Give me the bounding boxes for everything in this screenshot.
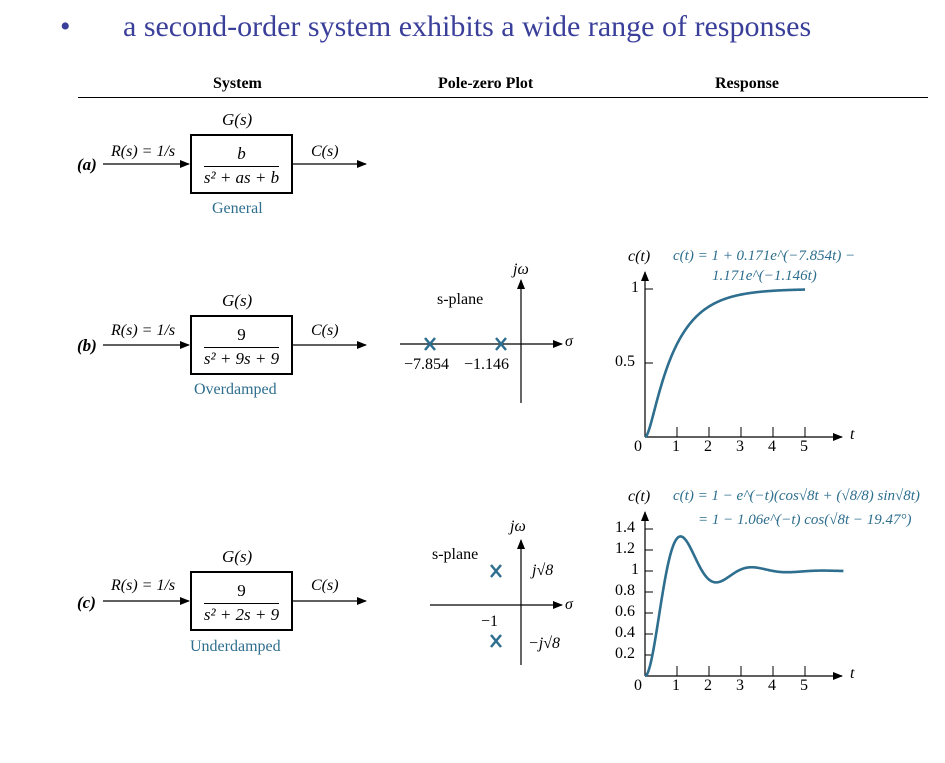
caption-b: Overdamped	[194, 381, 277, 398]
x-tick-label: 4	[768, 438, 776, 455]
x-tick-label: 1	[672, 677, 680, 694]
column-header-system: System	[213, 75, 262, 92]
response-xlabel-b: t	[850, 426, 855, 443]
y-tick-label: 1	[631, 561, 639, 578]
row-label-b: (b)	[77, 336, 97, 355]
numerator-b: 9	[237, 325, 246, 344]
pole-marker-c-lower	[490, 634, 502, 648]
input-label-c: R(s) = 1/s	[111, 577, 176, 594]
y-tick-label: 0.8	[615, 582, 635, 599]
row-label-a: (a)	[77, 155, 97, 174]
transfer-function-label-a: G(s)	[222, 110, 253, 129]
x-tick-label: 1	[672, 438, 680, 455]
output-label-b: C(s)	[311, 322, 339, 339]
y-tick-label: 1.2	[615, 540, 635, 557]
row-label-c: (c)	[77, 593, 96, 612]
denominator-c: s² + 2s + 9	[203, 605, 280, 624]
column-header-pole-zero: Pole-zero Plot	[438, 75, 534, 92]
pole-marker-c-upper	[490, 564, 502, 578]
pole-value-label-b-2: −1.146	[464, 356, 510, 373]
header-rule	[78, 97, 928, 98]
pole-value-label-b-1: −7.854	[404, 356, 450, 373]
jw-axis-label-b: jω	[513, 261, 529, 278]
y-tick-label: 0.5	[615, 353, 635, 370]
transfer-function-label-c: G(s)	[222, 547, 253, 566]
denominator-b: s² + 9s + 9	[203, 349, 280, 368]
output-label-c: C(s)	[311, 577, 339, 594]
response-tickmarks-c	[645, 528, 806, 676]
jw-axis-label-c: jω	[510, 518, 526, 535]
output-label-a: C(s)	[311, 143, 339, 160]
response-xlabel-c: t	[850, 665, 855, 682]
denominator-a: s² + as + b	[203, 168, 280, 187]
fraction-line-c	[204, 603, 279, 604]
x-tick-label: 2	[704, 677, 712, 694]
response-tickmarks-b	[645, 288, 806, 437]
s-plane-label-b: s-plane	[437, 291, 484, 308]
x-tick-label: 4	[768, 677, 776, 694]
input-label-b: R(s) = 1/s	[111, 322, 176, 339]
x-tick-label: 2	[704, 438, 712, 455]
pos-imag-label-c: j√8	[532, 562, 554, 579]
y-tick-label: 1.4	[615, 519, 635, 536]
system-block-c: 9 s² + 2s + 9	[190, 571, 293, 631]
title-text: a second-order system exhibits a wide ra…	[123, 10, 812, 43]
response-equation-c-2: = 1 − 1.06e^(−t) cos(√8t − 19.47°)	[698, 512, 912, 528]
numerator-a: b	[237, 144, 246, 163]
response-ylabel-c: c(t)	[628, 488, 651, 505]
sigma-axis-label-b: σ	[565, 333, 573, 350]
response-curve-b	[644, 288, 806, 439]
response-curve-c	[644, 535, 844, 678]
x-tick-label: 0	[634, 438, 642, 455]
y-tick-label: 0.6	[615, 603, 635, 620]
system-block-a: b s² + as + b	[190, 134, 293, 194]
pole-marker-b-1	[424, 337, 436, 351]
bullet: •	[60, 10, 71, 43]
numerator-c: 9	[237, 581, 246, 600]
response-equation-b-1: c(t) = 1 + 0.171e^(−7.854t) −	[673, 248, 856, 264]
neg-imag-label-c: −j√8	[528, 635, 561, 652]
real-part-label-c: −1	[481, 613, 499, 630]
system-block-b: 9 s² + 9s + 9	[190, 315, 293, 375]
s-plane-label-c: s-plane	[432, 546, 479, 563]
x-tick-label: 0	[634, 677, 642, 694]
y-tick-label: 0.4	[615, 624, 635, 641]
y-tick-label: 0.2	[615, 645, 635, 662]
fraction-line-a	[204, 166, 279, 167]
caption-a: General	[212, 200, 263, 217]
pole-marker-b-2	[495, 337, 507, 351]
caption-c: Underdamped	[190, 638, 281, 655]
fraction-line-b	[204, 347, 279, 348]
x-tick-label: 3	[736, 677, 744, 694]
y-tick-label: 1	[631, 279, 639, 296]
response-equation-b-2: 1.171e^(−1.146t)	[712, 268, 817, 284]
x-tick-label: 5	[800, 677, 808, 694]
response-ylabel-b: c(t)	[628, 248, 651, 265]
response-equation-c-1: c(t) = 1 − e^(−t)(cos√8t + (√8/8) sin√8t…	[673, 488, 920, 504]
transfer-function-label-b: G(s)	[222, 291, 253, 310]
input-label-a: R(s) = 1/s	[111, 143, 176, 160]
x-tick-label: 3	[736, 438, 744, 455]
x-tick-label: 5	[800, 438, 808, 455]
column-header-response: Response	[715, 75, 780, 92]
sigma-axis-label-c: σ	[565, 596, 573, 613]
